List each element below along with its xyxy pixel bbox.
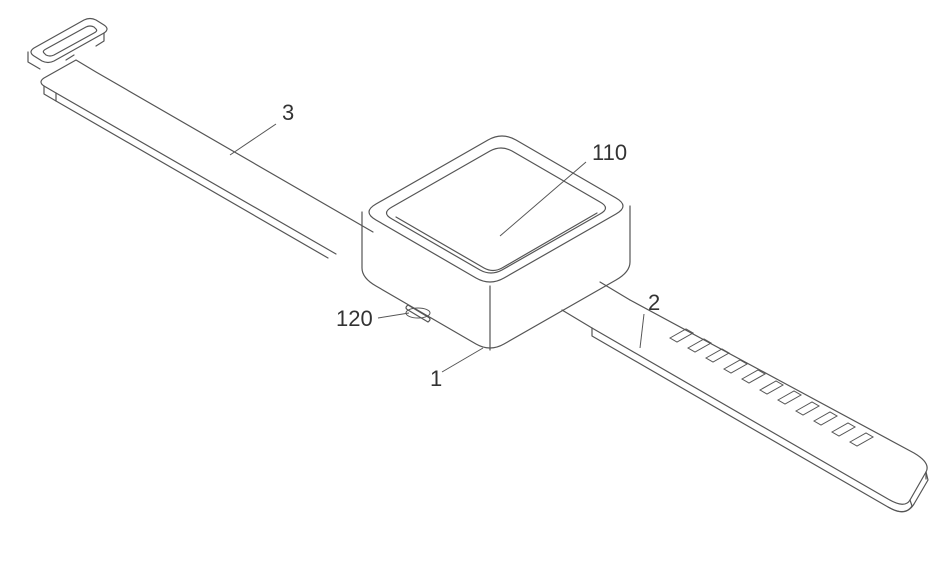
label-110: 110 <box>592 140 627 165</box>
display-face <box>387 148 606 273</box>
strap-holes <box>670 329 873 446</box>
label-2: 2 <box>648 290 660 315</box>
watch-body <box>362 136 630 350</box>
patent-figure: 110 3 120 1 2 <box>0 0 947 563</box>
side-button <box>406 305 430 322</box>
strap-left <box>28 19 373 259</box>
label-1: 1 <box>430 366 442 391</box>
strap-right <box>562 282 928 512</box>
label-3: 3 <box>282 100 294 125</box>
label-120: 120 <box>336 306 373 331</box>
